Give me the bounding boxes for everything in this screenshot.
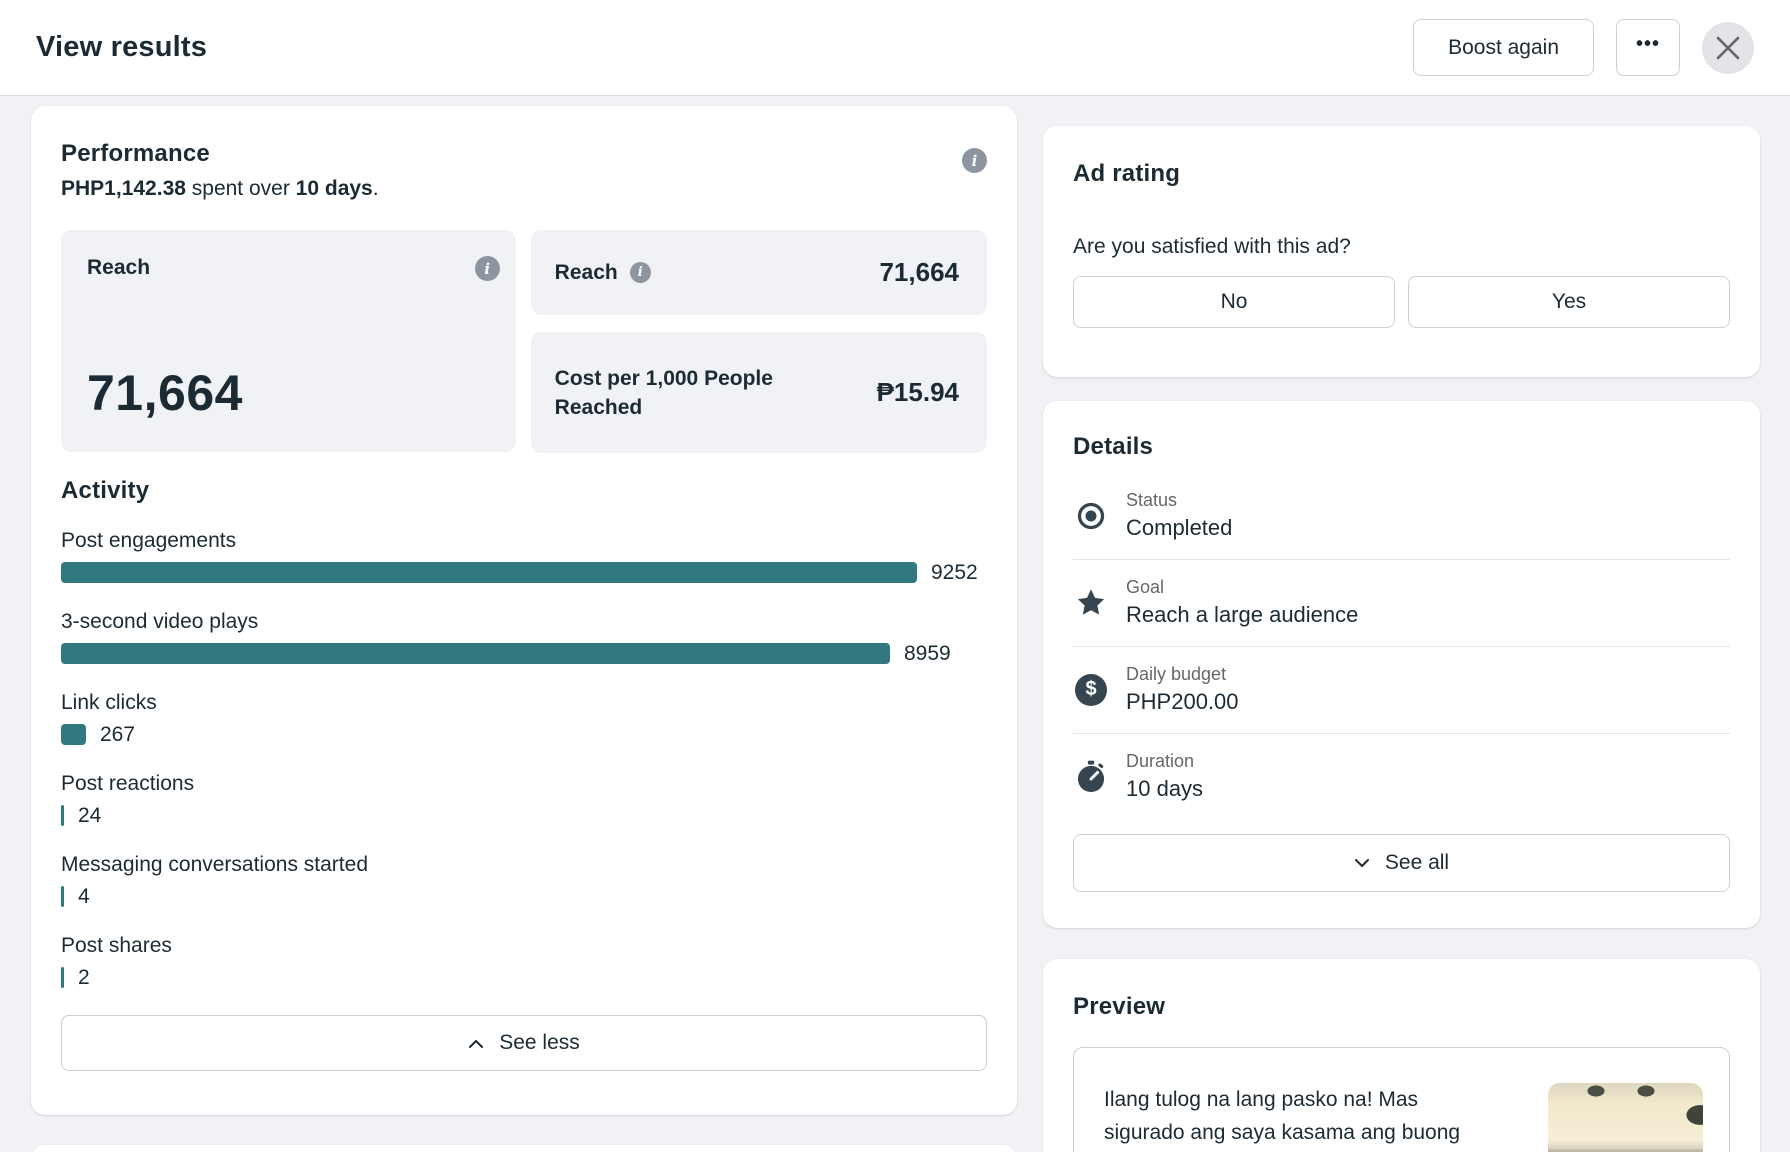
activity-value: 24 bbox=[78, 803, 102, 827]
activity-label: 3-second video plays bbox=[61, 610, 259, 633]
reach-value: 71,664 bbox=[87, 365, 243, 421]
reach-metric-box: Reach i 71,664 bbox=[61, 230, 516, 452]
next-section-card bbox=[31, 1145, 1017, 1152]
details-card: Details Status Completed bbox=[1043, 401, 1760, 928]
detail-value: Reach a large audience bbox=[1126, 602, 1359, 627]
activity-label: Post reactions bbox=[61, 772, 195, 795]
spend-duration: 10 days bbox=[295, 177, 373, 200]
activity-bar bbox=[61, 562, 917, 583]
rating-buttons: No Yes bbox=[1073, 276, 1730, 328]
spend-amount: PHP1,142.38 bbox=[61, 177, 186, 200]
activity-row: Link clicks 267 bbox=[61, 691, 987, 746]
preview-card: Preview Ilang tulog na lang pasko na! Ma… bbox=[1043, 959, 1760, 1152]
activity-bar bbox=[61, 967, 64, 988]
ad-preview-text: Ilang tulog na lang pasko na! Mas sigura… bbox=[1104, 1088, 1461, 1144]
ad-rating-title: Ad rating bbox=[1073, 160, 1181, 187]
performance-title: Performance bbox=[61, 140, 210, 167]
rating-no-button[interactable]: No bbox=[1073, 276, 1395, 328]
metric-stack: Reach i 71,664 Cost per 1,000 People Rea… bbox=[530, 230, 987, 453]
dialog-header: View results Boost again ••• bbox=[0, 0, 1790, 96]
activity-label: Post shares bbox=[61, 934, 172, 957]
detail-value: PHP200.00 bbox=[1126, 689, 1239, 714]
detail-row-budget: $ Daily budget PHP200.00 bbox=[1073, 647, 1730, 734]
ad-rating-card: Ad rating Are you satisfied with this ad… bbox=[1043, 126, 1760, 377]
sidebar-column: Ad rating Are you satisfied with this ad… bbox=[1043, 106, 1760, 1152]
more-options-button[interactable]: ••• bbox=[1616, 19, 1680, 76]
activity-value: 4 bbox=[78, 884, 90, 908]
reach-row-label: Reach bbox=[554, 260, 618, 284]
page-title: View results bbox=[36, 31, 208, 63]
ad-preview: Ilang tulog na lang pasko na! Mas sigura… bbox=[1073, 1047, 1730, 1152]
activity-bars: Post engagements 9252 3-second video pla… bbox=[61, 529, 987, 989]
activity-label: Link clicks bbox=[61, 691, 157, 714]
detail-row-goal: Goal Reach a large audience bbox=[1073, 560, 1730, 647]
info-icon[interactable]: i bbox=[962, 148, 987, 173]
see-less-button[interactable]: See less bbox=[61, 1015, 987, 1071]
star-icon bbox=[1073, 587, 1109, 619]
cost-value: ₱15.94 bbox=[876, 377, 959, 407]
cost-row-box: Cost per 1,000 People Reached ₱15.94 bbox=[530, 332, 987, 453]
spend-summary: PHP1,142.38 spent over 10 days. bbox=[61, 177, 987, 201]
info-icon[interactable]: i bbox=[629, 262, 651, 283]
see-less-label: See less bbox=[499, 1031, 580, 1054]
spend-period: . bbox=[372, 177, 379, 200]
activity-row: 3-second video plays 8959 bbox=[61, 610, 987, 665]
detail-value: 10 days bbox=[1126, 776, 1204, 801]
activity-row: Post engagements 9252 bbox=[61, 529, 987, 584]
activity-title: Activity bbox=[61, 477, 150, 504]
detail-label: Goal bbox=[1126, 577, 1165, 597]
chevron-up-icon bbox=[468, 1038, 484, 1049]
activity-value: 8959 bbox=[904, 641, 951, 665]
activity-label: Post engagements bbox=[61, 529, 237, 552]
activity-value: 9252 bbox=[931, 560, 978, 584]
reach-label: Reach bbox=[87, 256, 151, 279]
close-button[interactable] bbox=[1702, 21, 1754, 74]
see-all-label: See all bbox=[1384, 851, 1450, 874]
reach-row-value: 71,664 bbox=[879, 257, 959, 287]
preview-title: Preview bbox=[1073, 993, 1166, 1020]
header-actions: Boost again ••• bbox=[1413, 19, 1754, 76]
metric-boxes: Reach i 71,664 Reach i 71,664 Cost per bbox=[61, 230, 987, 453]
dollar-icon: $ bbox=[1073, 673, 1109, 706]
ad-rating-question: Are you satisfied with this ad? bbox=[1073, 235, 1351, 258]
info-icon[interactable]: i bbox=[474, 256, 500, 281]
dialog-body: i Performance PHP1,142.38 spent over 10 … bbox=[0, 96, 1790, 1152]
detail-row-duration: Duration 10 days bbox=[1073, 734, 1730, 820]
details-title: Details bbox=[1073, 433, 1154, 460]
stopwatch-icon bbox=[1073, 760, 1109, 794]
ellipsis-icon: ••• bbox=[1635, 33, 1660, 55]
activity-row: Post reactions 24 bbox=[61, 772, 987, 827]
reach-row-box: Reach i 71,664 bbox=[530, 230, 987, 315]
activity-bar bbox=[61, 886, 64, 907]
activity-bar bbox=[61, 724, 86, 745]
see-all-button[interactable]: See all bbox=[1073, 834, 1730, 892]
ad-thumbnail-image bbox=[1548, 1083, 1703, 1152]
detail-row-status: Status Completed bbox=[1073, 473, 1730, 560]
cost-label: Cost per 1,000 People Reached bbox=[554, 366, 773, 419]
close-icon bbox=[1715, 35, 1741, 61]
activity-bar bbox=[61, 643, 890, 664]
rating-yes-button[interactable]: Yes bbox=[1408, 276, 1730, 328]
detail-value: Completed bbox=[1126, 515, 1233, 540]
details-rows: Status Completed Goal Reach a large audi… bbox=[1073, 473, 1730, 820]
status-icon bbox=[1073, 501, 1109, 531]
detail-label: Status bbox=[1126, 490, 1178, 510]
activity-label: Messaging conversations started bbox=[61, 853, 368, 876]
detail-label: Daily budget bbox=[1126, 664, 1227, 684]
boost-again-button[interactable]: Boost again bbox=[1413, 19, 1594, 76]
activity-row: Post shares 2 bbox=[61, 934, 987, 989]
chevron-down-icon bbox=[1354, 858, 1370, 869]
detail-label: Duration bbox=[1126, 751, 1195, 771]
spend-middle: spent over bbox=[185, 177, 296, 200]
activity-value: 267 bbox=[100, 722, 136, 746]
activity-value: 2 bbox=[78, 965, 90, 989]
activity-bar bbox=[61, 805, 64, 826]
performance-card: i Performance PHP1,142.38 spent over 10 … bbox=[31, 106, 1017, 1115]
results-column: i Performance PHP1,142.38 spent over 10 … bbox=[31, 106, 1017, 1152]
activity-row: Messaging conversations started 4 bbox=[61, 853, 987, 908]
